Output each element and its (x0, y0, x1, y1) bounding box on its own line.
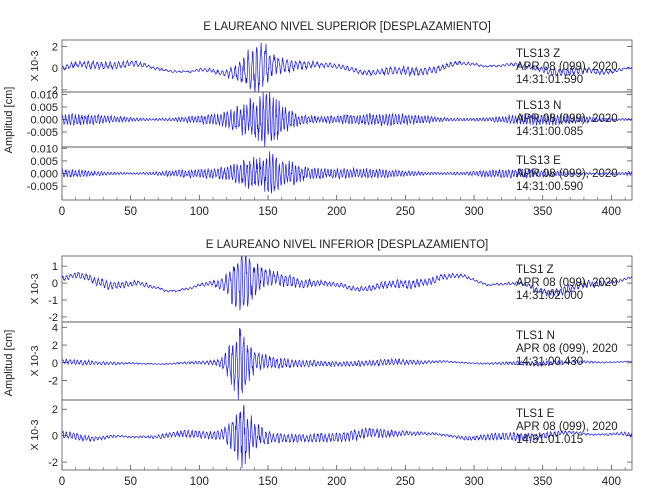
y-tick-label-1-1-0: 4 (52, 322, 58, 334)
y-tick-label-0-2-2: 0.000 (30, 169, 58, 181)
time-label-0-1: 14:31:00.085 (516, 126, 583, 138)
y-tick-label-0-1-2: 0.000 (30, 115, 58, 127)
waveform-trace-1-1 (61, 328, 633, 401)
time-label-1-2: 14:31:01.015 (516, 434, 583, 446)
y-tick-label-0-1-3: -0.005 (27, 127, 58, 139)
station-label-1-0: TLS1 Z (516, 264, 554, 276)
waveform-trace-0-2 (61, 151, 633, 194)
y-tick-label-0-2-1: 0.005 (30, 156, 58, 168)
station-label-0-2: TLS13 E (516, 155, 561, 167)
y-tick-label-0-0-0: -2 (48, 85, 58, 97)
station-label-0-1: TLS13 N (516, 100, 561, 112)
x-tick-label-1-6: 300 (464, 476, 483, 488)
date-label-1-1: APR 08 (099), 2020 (516, 343, 618, 355)
x-tick-label-1-5: 250 (396, 476, 415, 488)
y-tick-label-0-0-2: 2 (52, 42, 58, 54)
waveform-trace-1-2 (61, 405, 633, 469)
time-label-0-2: 14:31:00.590 (516, 181, 583, 193)
scale-label-1-0: X 10-3 (29, 273, 41, 304)
y-tick-label-1-0-3: -2 (48, 312, 58, 324)
scale-label-1-1: X 10-3 (29, 345, 41, 376)
y-tick-label-0-2-3: -0.005 (27, 181, 58, 193)
x-tick-label-0-6: 300 (464, 206, 483, 218)
y-tick-label-1-2-2: -2 (48, 457, 58, 469)
waveform-trace-0-1 (61, 91, 633, 148)
waveform-trace-0-0 (61, 42, 633, 92)
station-label-1-1: TLS1 N (516, 330, 555, 342)
x-tick-label-0-0: 0 (59, 206, 65, 218)
x-tick-label-1-3: 150 (258, 476, 277, 488)
x-tick-label-0-1: 50 (124, 206, 137, 218)
y-tick-label-1-0-2: -1 (48, 295, 58, 307)
station-label-0-0: TLS13 Z (516, 48, 560, 60)
scale-label-0-0: X 10-3 (29, 50, 41, 81)
x-tick-label-1-2: 100 (190, 476, 209, 488)
x-tick-label-1-4: 200 (327, 476, 346, 488)
y-tick-label-1-1-3: -2 (48, 376, 58, 388)
y-tick-label-0-1-1: 0.005 (30, 102, 58, 114)
scale-label-1-2: X 10-3 (29, 419, 41, 450)
y-axis-label-0: Amplitud [cm] (3, 87, 15, 154)
y-tick-label-0-1-0: 0.010 (30, 90, 58, 102)
panel-frame-1-2 (61, 399, 633, 471)
x-tick-label-0-8: 400 (602, 206, 621, 218)
chart-title-0: E LAUREANO NIVEL SUPERIOR [DESPLAZAMIENT… (203, 21, 491, 33)
time-label-0-0: 14:31:01.590 (516, 74, 583, 86)
date-label-1-0: APR 08 (099), 2020 (516, 277, 618, 289)
y-tick-label-1-2-0: 2 (52, 404, 58, 416)
x-tick-label-1-8: 400 (602, 476, 621, 488)
x-tick-label-1-1: 50 (124, 476, 137, 488)
x-tick-label-0-5: 250 (396, 206, 415, 218)
y-tick-label-1-0-0: 1 (52, 261, 58, 273)
date-label-0-0: APR 08 (099), 2020 (516, 61, 618, 73)
time-label-1-0: 14:31:02.000 (516, 290, 583, 302)
x-tick-label-0-7: 350 (533, 206, 552, 218)
y-axis-label-1: Amplitud [cm] (3, 330, 15, 397)
y-tick-label-1-0-1: 0 (52, 278, 58, 290)
x-tick-label-0-2: 100 (190, 206, 209, 218)
date-label-1-2: APR 08 (099), 2020 (516, 421, 618, 433)
y-tick-label-1-2-1: 0 (52, 431, 58, 443)
time-label-1-1: 14:31:00.430 (516, 356, 583, 368)
y-tick-label-1-1-2: 0 (52, 358, 58, 370)
waveform-trace-1-0 (61, 255, 633, 311)
date-label-0-2: APR 08 (099), 2020 (516, 168, 618, 180)
chart-title-1: E LAUREANO NIVEL INFERIOR [DESPLAZAMIENT… (206, 239, 488, 251)
x-tick-label-0-3: 150 (258, 206, 277, 218)
x-tick-label-1-0: 0 (59, 476, 65, 488)
y-tick-label-1-1-1: 2 (52, 340, 58, 352)
y-tick-label-0-0-1: 0 (52, 63, 58, 75)
y-tick-label-0-2-0: 0.010 (30, 143, 58, 155)
x-tick-label-0-4: 200 (327, 206, 346, 218)
station-label-1-2: TLS1 E (516, 408, 555, 420)
date-label-0-1: APR 08 (099), 2020 (516, 113, 618, 125)
x-tick-label-1-7: 350 (533, 476, 552, 488)
